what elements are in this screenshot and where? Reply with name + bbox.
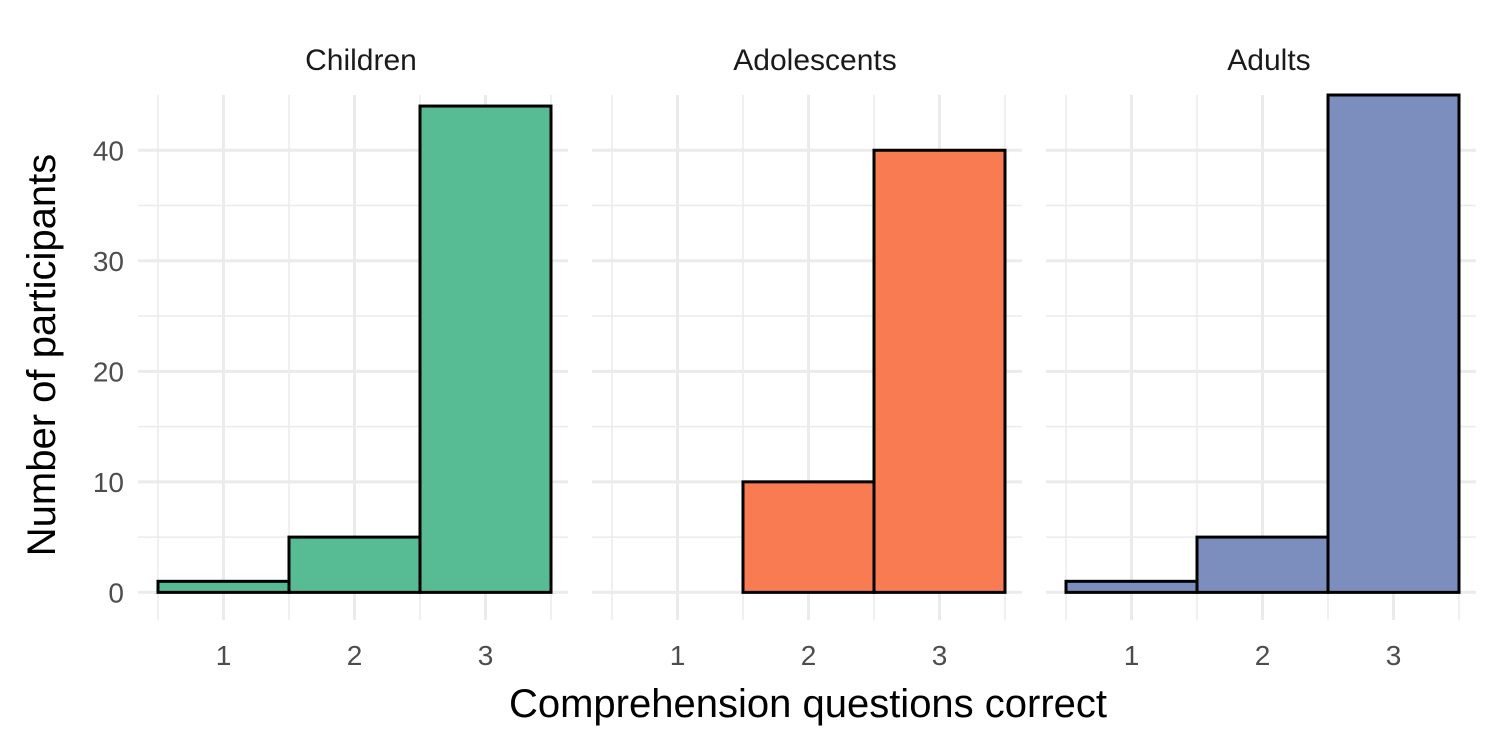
- facet-strip-label: Adolescents: [733, 44, 896, 77]
- bar-children-3: [418, 104, 553, 594]
- facet-strip-label: Children: [305, 44, 417, 77]
- y-tick-label: 10: [93, 467, 124, 498]
- x-tick-label: 2: [1255, 640, 1271, 671]
- facet-panel-children: 1 2 3 Children: [138, 44, 568, 671]
- bar-adults-2: [1195, 535, 1330, 594]
- y-tick-label: 40: [93, 135, 124, 166]
- x-tick-label: 1: [1124, 640, 1140, 671]
- x-tick-label: 3: [932, 640, 948, 671]
- x-tick-label: 2: [347, 640, 363, 671]
- facet-panel-adolescents: 1 2 3 Adolescents: [592, 44, 1022, 671]
- bar-adolescents-2: [741, 480, 876, 594]
- y-axis-ticks: 0 10 20 30 40: [93, 135, 124, 608]
- bar-adults-3: [1326, 93, 1461, 594]
- bar-children-1: [156, 579, 291, 594]
- y-tick-label: 20: [93, 356, 124, 387]
- y-axis-title-group: Number of participants: [20, 154, 64, 556]
- x-tick-label: 1: [670, 640, 686, 671]
- y-tick-label: 30: [93, 246, 124, 277]
- y-axis-title: Number of participants: [20, 154, 64, 556]
- facet-panel-adults: 1 2 3 Adults: [1046, 44, 1476, 671]
- x-tick-label: 2: [801, 640, 817, 671]
- bar-adolescents-3: [872, 148, 1007, 594]
- x-tick-label: 1: [216, 640, 232, 671]
- facet-strip-label: Adults: [1227, 44, 1310, 77]
- bar-children-2: [287, 535, 422, 594]
- x-tick-label: 3: [478, 640, 494, 671]
- x-axis-title: Comprehension questions correct: [509, 682, 1107, 726]
- facet-panels: 1 2 3 Children 1 2 3 Adolescents 1 2 3 Adults: [138, 44, 1476, 671]
- y-tick-label: 0: [108, 577, 124, 608]
- bar-adults-1: [1064, 579, 1199, 594]
- x-tick-label: 3: [1386, 640, 1402, 671]
